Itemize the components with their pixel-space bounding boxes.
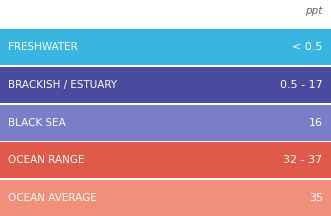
Text: 32 - 37: 32 - 37 xyxy=(283,155,323,165)
Text: ppt: ppt xyxy=(306,6,323,16)
Text: 0.5 - 17: 0.5 - 17 xyxy=(280,80,323,90)
Bar xyxy=(0,67,331,103)
Bar xyxy=(0,29,331,65)
Text: < 0.5: < 0.5 xyxy=(292,42,323,52)
Bar xyxy=(0,180,331,216)
Text: BRACKISH / ESTUARY: BRACKISH / ESTUARY xyxy=(8,80,118,90)
Bar xyxy=(0,105,331,141)
Text: FRESHWATER: FRESHWATER xyxy=(8,42,78,52)
Text: 35: 35 xyxy=(309,193,323,203)
Text: OCEAN RANGE: OCEAN RANGE xyxy=(8,155,85,165)
Text: BLACK SEA: BLACK SEA xyxy=(8,118,66,128)
Text: 16: 16 xyxy=(309,118,323,128)
Text: OCEAN AVERAGE: OCEAN AVERAGE xyxy=(8,193,97,203)
Bar xyxy=(0,142,331,178)
